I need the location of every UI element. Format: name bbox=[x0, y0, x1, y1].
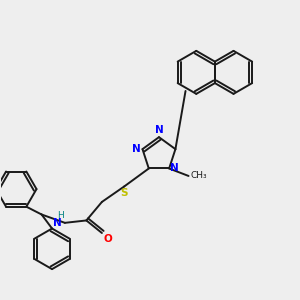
Text: N: N bbox=[170, 164, 179, 173]
Text: N: N bbox=[154, 125, 163, 135]
Text: N: N bbox=[52, 218, 61, 227]
Text: S: S bbox=[121, 188, 128, 198]
Text: CH₃: CH₃ bbox=[190, 172, 207, 181]
Text: N: N bbox=[132, 144, 140, 154]
Text: H: H bbox=[57, 211, 64, 220]
Text: O: O bbox=[103, 234, 112, 244]
